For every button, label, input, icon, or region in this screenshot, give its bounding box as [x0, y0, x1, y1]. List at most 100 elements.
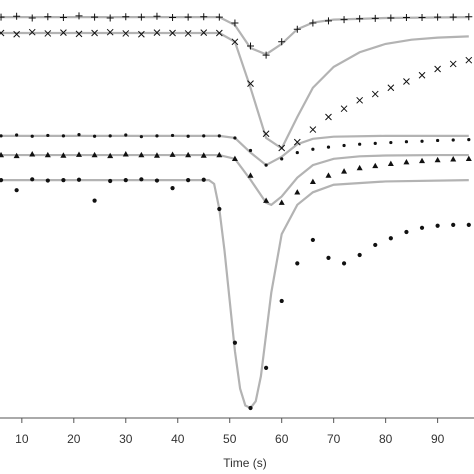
triangle-marker	[356, 164, 363, 171]
plus-marker	[449, 13, 457, 21]
triangle-marker	[231, 155, 238, 162]
cross-marker	[91, 29, 98, 37]
triangle-marker	[278, 199, 285, 205]
plus-marker	[434, 13, 442, 21]
dot-marker	[14, 188, 19, 193]
dot-marker	[30, 177, 35, 182]
triangle-marker	[247, 172, 254, 178]
cross-marker	[184, 30, 192, 37]
cross-marker	[465, 56, 473, 64]
dot-marker	[186, 178, 191, 183]
cross-marker	[278, 144, 286, 152]
triangle-marker	[434, 156, 441, 163]
plus-marker	[0, 13, 5, 21]
dot-marker	[310, 237, 315, 243]
cross-marker	[403, 78, 410, 85]
cross-marker	[28, 28, 36, 36]
cross-marker	[60, 29, 67, 36]
plus-marker	[13, 12, 21, 20]
dot-marker	[92, 198, 97, 203]
triangle-marker	[419, 157, 426, 164]
cross-marker	[169, 29, 176, 37]
dot-marker	[92, 134, 97, 138]
dot-marker	[155, 134, 159, 138]
dot-marker	[341, 261, 347, 266]
dot-marker	[124, 133, 128, 137]
plus-marker	[340, 16, 348, 24]
triangle-marker	[309, 178, 316, 185]
cross-marker	[75, 30, 83, 38]
dot-marker	[451, 222, 456, 227]
fit-line	[1, 31, 469, 151]
x-tick-label: 30	[119, 432, 133, 446]
plus-marker	[200, 13, 208, 21]
x-tick-label: 40	[171, 432, 185, 446]
fit-line	[1, 179, 469, 410]
triangle-marker	[169, 151, 176, 157]
triangle-marker	[263, 197, 270, 203]
plus-marker	[28, 14, 36, 22]
dot-marker	[154, 178, 160, 183]
plus-marker	[231, 19, 239, 27]
cross-marker	[262, 130, 270, 138]
dot-marker	[326, 145, 331, 149]
plus-marker	[356, 15, 364, 23]
x-tick-label: 20	[67, 432, 81, 446]
dot-marker	[279, 298, 284, 304]
x-tick-label: 80	[379, 432, 393, 446]
dot-marker	[326, 255, 331, 261]
dot-marker	[404, 140, 409, 144]
x-tick-label: 90	[431, 432, 445, 446]
dot-marker	[436, 138, 440, 143]
dot-marker	[46, 133, 50, 138]
triangle-marker	[185, 151, 192, 158]
dot-marker	[202, 134, 206, 138]
cross-marker	[325, 113, 332, 121]
x-tick-label: 50	[223, 432, 237, 446]
cross-marker	[356, 96, 364, 104]
cross-marker	[215, 29, 223, 37]
triangle-marker	[0, 151, 5, 158]
dot-marker	[139, 135, 143, 139]
triangle-marker	[403, 158, 410, 165]
plus-marker	[293, 25, 301, 33]
dot-marker	[264, 163, 268, 167]
dot-marker	[30, 134, 34, 138]
cross-marker	[200, 29, 208, 36]
dot-marker	[77, 132, 81, 137]
x-axis-label: Time (s)	[223, 456, 267, 470]
cross-marker	[106, 28, 114, 36]
plus-marker	[137, 13, 145, 21]
plus-marker	[91, 13, 99, 21]
triangle-marker	[387, 160, 394, 167]
plus-marker	[247, 42, 255, 50]
cross-marker	[387, 84, 395, 92]
dot-marker	[248, 405, 253, 411]
triangle-marker	[13, 152, 20, 159]
dot-marker	[357, 252, 362, 258]
fit-line	[1, 134, 469, 167]
plus-marker	[215, 13, 223, 21]
plus-marker	[324, 17, 332, 25]
dot-marker	[201, 177, 206, 182]
dot-marker	[45, 178, 50, 183]
dot-marker	[170, 133, 175, 138]
plus-marker	[387, 14, 395, 22]
plus-marker	[184, 13, 192, 21]
triangle-marker	[465, 155, 472, 162]
dot-marker	[139, 177, 144, 182]
dot-marker	[108, 178, 113, 184]
dot-marker	[373, 242, 378, 248]
triangle-marker	[153, 152, 160, 158]
triangle-marker	[450, 156, 457, 162]
dot-marker	[108, 134, 112, 138]
dot-marker	[15, 133, 19, 137]
triangle-marker	[44, 151, 51, 158]
cross-marker	[44, 30, 52, 37]
triangle-marker	[200, 152, 207, 158]
plus-marker	[44, 13, 52, 21]
dot-marker	[467, 138, 471, 142]
triangle-marker	[341, 168, 348, 174]
triangle-marker	[138, 151, 145, 158]
plus-marker	[169, 14, 177, 22]
